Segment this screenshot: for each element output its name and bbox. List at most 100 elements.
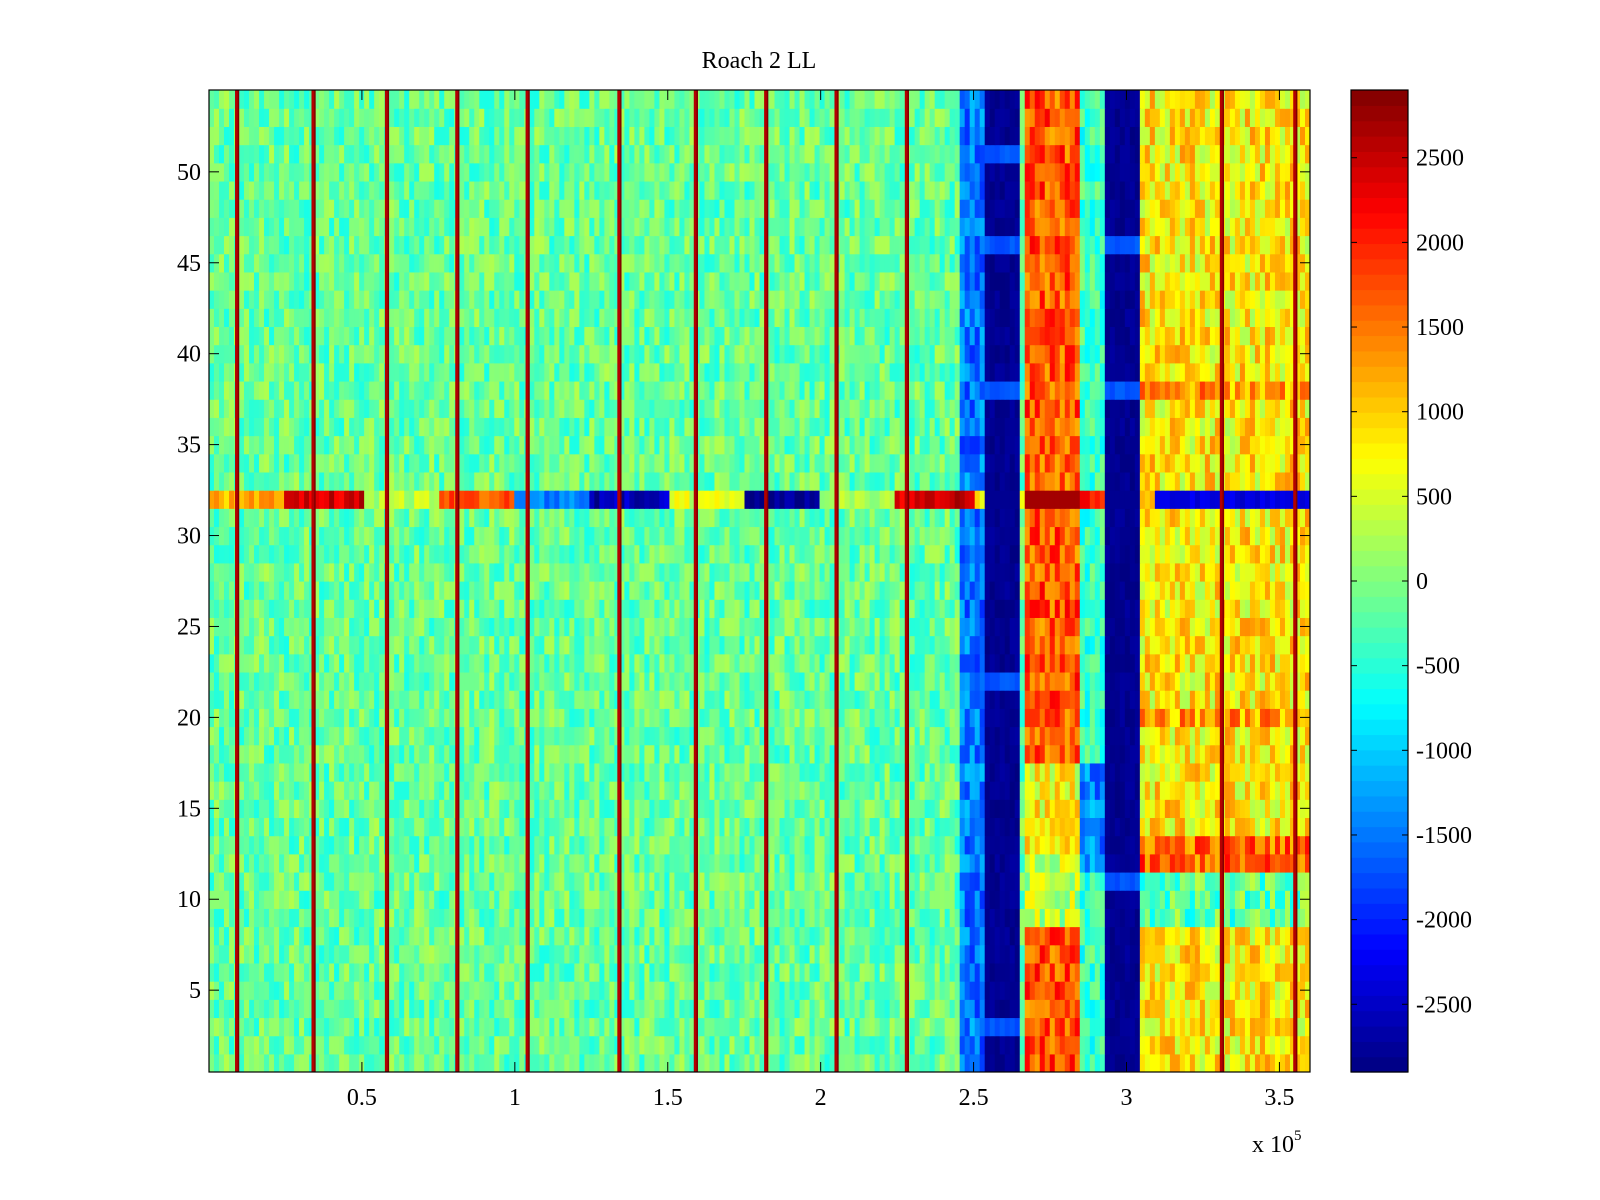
heatmap-cell	[444, 853, 450, 873]
heatmap-cell	[659, 653, 666, 673]
heatmap-cell	[1159, 708, 1166, 728]
heatmap-cell	[1209, 871, 1216, 891]
heatmap-cell	[429, 871, 435, 891]
heatmap-cell	[264, 671, 270, 691]
heatmap-cell	[654, 1035, 660, 1055]
heatmap-cell	[564, 817, 570, 837]
heatmap-cell	[809, 1017, 816, 1037]
heatmap-cell	[604, 762, 610, 782]
heatmap-cell	[1029, 999, 1036, 1019]
heatmap-cell	[974, 1017, 981, 1037]
heatmap-cell	[709, 671, 716, 691]
heatmap-cell	[1149, 1017, 1156, 1037]
heatmap-cell	[924, 981, 931, 1000]
heatmap-cell	[599, 781, 605, 800]
heatmap-cell	[789, 690, 796, 709]
heatmap-cell	[459, 799, 465, 819]
heatmap-cell	[894, 744, 901, 764]
heatmap-cell	[499, 962, 505, 982]
heatmap-cell	[799, 835, 806, 855]
heatmap-cell	[929, 762, 936, 782]
heatmap-cell	[1214, 962, 1221, 982]
heatmap-cell	[1084, 1053, 1091, 1072]
heatmap-cell	[774, 1017, 781, 1037]
heatmap-cell	[744, 1035, 751, 1055]
heatmap-cell	[444, 890, 450, 909]
heatmap-cell	[744, 799, 751, 819]
heatmap-cell	[1109, 944, 1116, 964]
heatmap-cell	[624, 762, 630, 782]
heatmap-cell	[704, 1035, 711, 1055]
heatmap-cell	[1084, 744, 1091, 764]
heatmap-cell	[544, 744, 550, 764]
heatmap-cell	[1079, 762, 1086, 782]
heatmap-cell	[559, 944, 565, 964]
heatmap-cell	[1044, 853, 1051, 873]
heatmap-cell	[1154, 926, 1161, 946]
heatmap-cell	[389, 1017, 395, 1037]
heatmap-cell	[594, 962, 600, 982]
heatmap-cell	[509, 1017, 515, 1037]
heatmap-cell	[324, 726, 330, 746]
heatmap-cell	[229, 817, 235, 837]
heatmap-cell	[1274, 690, 1281, 709]
heatmap-cell	[389, 781, 395, 800]
heatmap-cell	[1079, 1017, 1086, 1037]
heatmap-cell	[899, 781, 906, 800]
heatmap-cell	[849, 962, 856, 982]
heatmap-cell	[1284, 835, 1291, 855]
heatmap-cell	[669, 1017, 676, 1037]
heatmap-cell	[804, 781, 811, 800]
heatmap-cell	[749, 944, 756, 964]
heatmap-cell	[1249, 671, 1256, 691]
heatmap-cell	[1299, 944, 1306, 964]
heatmap-cell	[804, 871, 811, 891]
heatmap-cell	[709, 962, 716, 982]
heatmap-cell	[334, 999, 340, 1019]
heatmap-cell	[534, 926, 540, 946]
heatmap-cell	[984, 817, 991, 837]
heatmap-cell	[624, 853, 630, 873]
heatmap-cell	[684, 890, 691, 909]
heatmap-cell	[364, 999, 370, 1019]
heatmap-cell	[854, 962, 861, 982]
heatmap-cell	[709, 708, 716, 728]
heatmap-cell	[529, 817, 535, 837]
heatmap-cell	[1009, 762, 1016, 782]
heatmap-cell	[534, 962, 540, 982]
heatmap-cell	[1259, 890, 1266, 909]
heatmap-cell	[1234, 1017, 1241, 1037]
heatmap-cell	[1284, 981, 1291, 1000]
heatmap-cell	[899, 1035, 906, 1055]
heatmap-cell	[1164, 671, 1171, 691]
heatmap-cell	[379, 653, 385, 673]
heatmap-cell	[559, 1017, 565, 1037]
heatmap-cell	[219, 890, 225, 909]
heatmap-cell	[874, 835, 881, 855]
heatmap-cell	[369, 981, 375, 1000]
heatmap-cell	[934, 981, 941, 1000]
heatmap-cell	[804, 981, 811, 1000]
heatmap-cell	[1119, 781, 1126, 800]
heatmap-cell	[374, 1035, 380, 1055]
heatmap-cell	[769, 926, 776, 946]
heatmap-cell	[1069, 817, 1076, 837]
heatmap-cell	[639, 1053, 645, 1072]
heatmap-cell	[619, 981, 625, 1000]
heatmap-cell	[1044, 744, 1051, 764]
heatmap-cell	[644, 744, 650, 764]
heatmap-cell	[894, 690, 901, 709]
heatmap-cell	[1264, 835, 1271, 855]
heatmap-cell	[859, 799, 866, 819]
heatmap-cell	[934, 890, 941, 909]
heatmap-cell	[299, 908, 305, 928]
heatmap-cell	[864, 926, 871, 946]
heatmap-cell	[1054, 744, 1061, 764]
heatmap-cell	[749, 999, 756, 1019]
heatmap-cell	[884, 835, 891, 855]
heatmap-cell	[284, 871, 290, 891]
heatmap-cell	[689, 781, 696, 800]
heatmap-cell	[494, 781, 500, 800]
heatmap-cell	[1049, 871, 1056, 891]
heatmap-cell	[554, 962, 560, 982]
